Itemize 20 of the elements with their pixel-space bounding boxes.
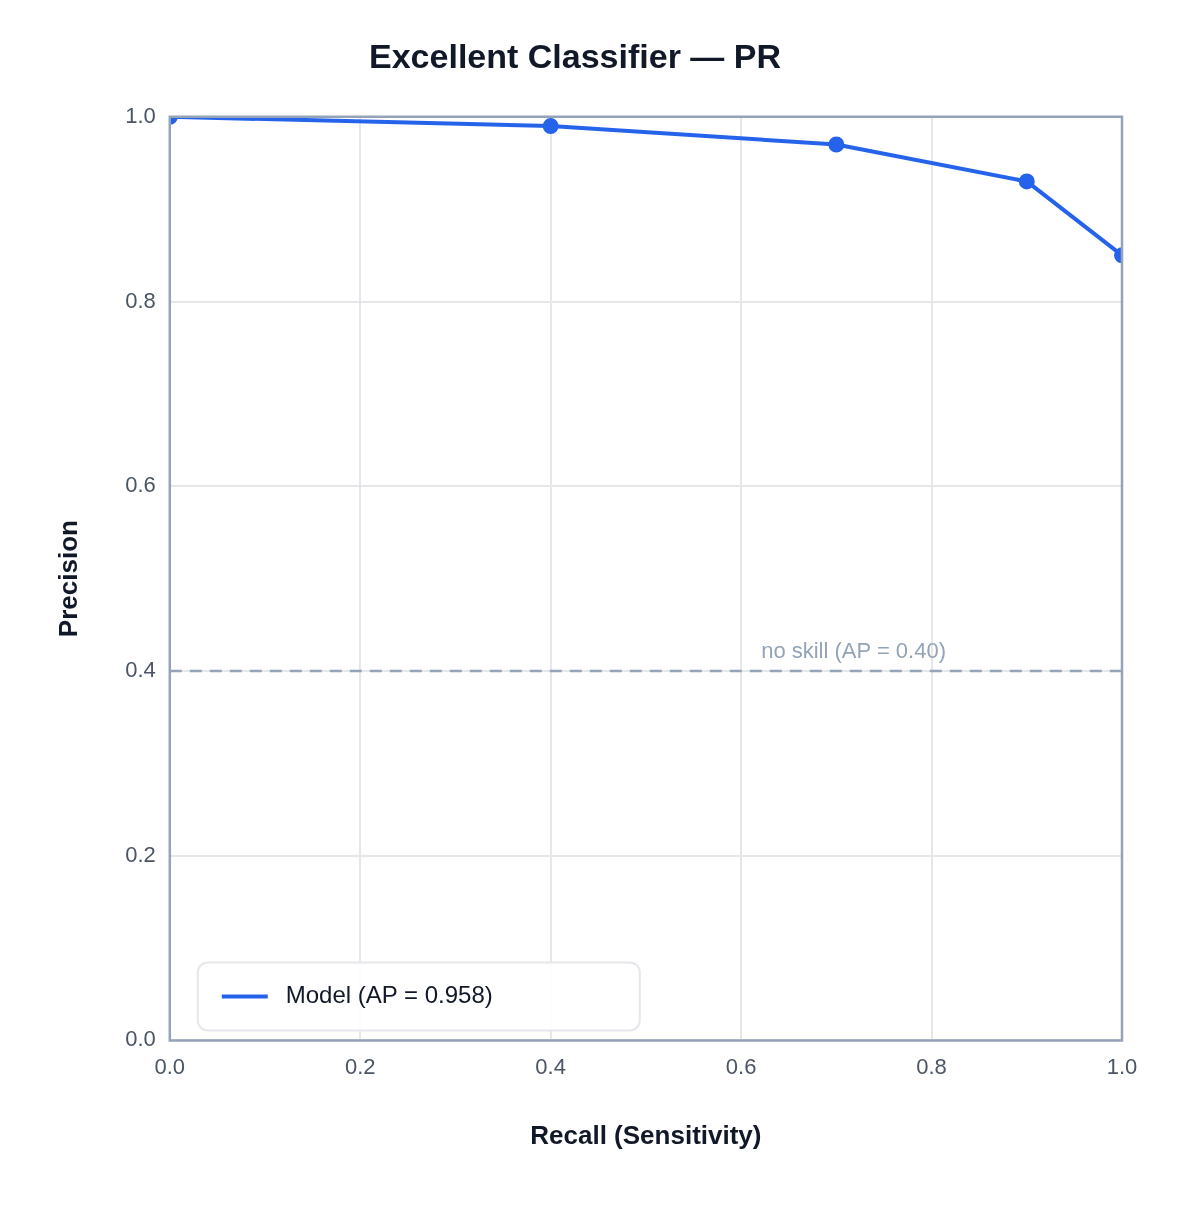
ref-line-label: no skill (AP = 0.40) <box>761 638 946 664</box>
x-tick-label: 0.2 <box>344 1053 376 1079</box>
point <box>1018 173 1035 190</box>
x-tick-label: 0.0 <box>154 1053 186 1079</box>
x-tick-label: 0.8 <box>916 1053 947 1079</box>
chart-title: Excellent Classifier — PR <box>369 36 781 75</box>
y-axis-title: Precision <box>52 520 83 638</box>
point <box>828 136 845 153</box>
y-tick-label: 0.4 <box>125 657 156 683</box>
y-tick-label: 0.6 <box>125 472 156 498</box>
y-tick-label: 1.0 <box>125 102 156 128</box>
legend-label: Model (AP = 0.958) <box>285 981 493 1009</box>
y-tick-label: 0.2 <box>125 841 156 867</box>
y-tick-label: 0.8 <box>125 287 156 313</box>
x-axis-title: Recall (Sensitivity) <box>530 1119 762 1150</box>
x-tick-label: 0.4 <box>535 1053 566 1079</box>
x-tick-label: 0.6 <box>725 1053 757 1079</box>
x-tick-label: 1.0 <box>1106 1053 1138 1079</box>
y-tick-label: 0.0 <box>125 1026 156 1052</box>
point <box>542 118 559 135</box>
